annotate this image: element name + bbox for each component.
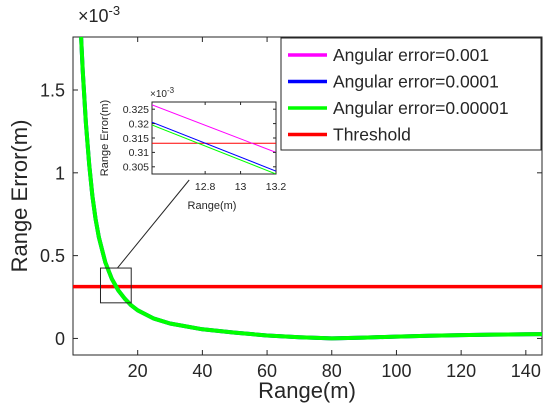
inset-y-tick-label: 0.315: [123, 133, 149, 145]
inset-y-tick-label: 0.305: [123, 162, 149, 174]
legend-label-2: Angular error=0.0001: [333, 72, 499, 92]
main-y-tick-label: 0: [55, 329, 65, 349]
legend: Angular error=0.001 Angular error=0.0001 A…: [288, 45, 509, 145]
main-x-tick-label: 80: [322, 361, 342, 381]
inset-x-axis-label: Range(m): [188, 200, 237, 212]
inset-y-tick-label: 0.31: [129, 147, 150, 159]
main-x-tick-label: 120: [446, 361, 476, 381]
inset-y-tick-label: 0.325: [123, 104, 149, 116]
y-axis-label: Range Error(m): [7, 120, 32, 273]
y-axis-ticks: 0 0.5 1 1.5: [40, 80, 542, 349]
inset-x-tick-label: 13: [235, 181, 247, 193]
inset-x-axis-ticks: 12.8 13 13.2: [195, 102, 286, 193]
main-x-tick-label: 100: [381, 361, 411, 381]
inset-y-axis-ticks: 0.305 0.31 0.315 0.32 0.325: [123, 104, 276, 174]
inset-y-axis-label: Range Error(m): [99, 100, 111, 176]
main-series-line-3: [79, 37, 542, 341]
inset-series-group: [152, 104, 276, 174]
main-x-tick-label: 40: [192, 361, 212, 381]
legend-label-1: Angular error=0.001: [333, 45, 489, 65]
main-x-tick-label: 60: [257, 361, 277, 381]
main-x-tick-label: 140: [511, 361, 541, 381]
legend-label-4: Threshold: [333, 125, 411, 145]
inset-plot-area: [151, 101, 277, 175]
main-y-tick-label: 1.5: [40, 80, 65, 100]
inset-y-tick-label: 0.32: [129, 118, 150, 130]
inset-x-tick-label: 12.8: [195, 181, 216, 193]
inset-x-tick-label: 13.2: [266, 181, 287, 193]
inset-series-line-3: [152, 124, 276, 174]
zoom-region-box: [99, 267, 132, 304]
main-series-group: [73, 37, 542, 341]
inset-series-line-1: [152, 104, 276, 153]
legend-label-3: Angular error=0.00001: [333, 98, 509, 118]
inset-y-axis-exponent: ×10-3: [150, 86, 175, 100]
main-y-tick-label: 0.5: [40, 246, 65, 266]
x-axis-label: Range(m): [258, 378, 356, 403]
zoom-connector-line: [117, 179, 190, 269]
main-x-tick-label: 20: [128, 361, 148, 381]
x-axis-ticks: 20 40 60 80 100 120 140: [128, 37, 541, 381]
inset-series-line-2: [152, 121, 276, 172]
main-y-tick-label: 1: [55, 163, 65, 183]
y-axis-exponent: ×10-3: [78, 3, 120, 26]
